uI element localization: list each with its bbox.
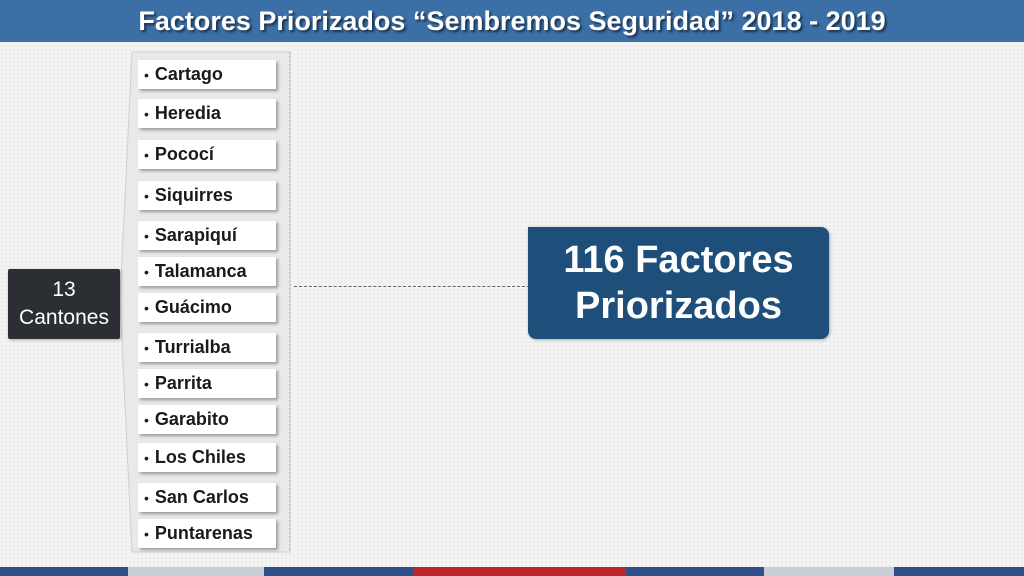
strip-segment: [414, 567, 626, 576]
canton-label: Guácimo: [154, 297, 232, 317]
canton-item: • Los Chiles: [138, 443, 276, 472]
canton-label: Los Chiles: [154, 447, 246, 467]
page-title: Factores Priorizados “Sembremos Segurida…: [138, 5, 886, 36]
result-line-1: 116 Factores: [563, 239, 794, 281]
bottom-color-strip: [0, 567, 1024, 576]
header-bar: Factores Priorizados “Sembremos Segurida…: [0, 0, 1024, 42]
bullet-icon: •: [144, 525, 149, 542]
cantones-count: 13: [52, 278, 76, 301]
bullet-icon: •: [144, 299, 149, 316]
bullet-icon: •: [144, 66, 149, 83]
canton-label: Talamanca: [154, 261, 247, 281]
bullet-icon: •: [144, 263, 149, 280]
bullet-icon: •: [144, 339, 149, 356]
canton-item: • Sarapiquí: [138, 221, 276, 250]
result-line-2: Priorizados: [575, 285, 782, 327]
canton-label: Sarapiquí: [154, 225, 237, 245]
canton-label: Siquirres: [154, 185, 233, 205]
bullet-icon: •: [144, 105, 149, 122]
cantones-label: Cantones: [19, 306, 109, 329]
canton-item: • Guácimo: [138, 293, 276, 322]
canton-label: Puntarenas: [154, 523, 253, 543]
canton-label: Heredia: [154, 103, 221, 123]
canton-item: • Parrita: [138, 369, 276, 398]
result-node: 116 Factores Priorizados: [528, 227, 829, 339]
bullet-icon: •: [144, 489, 149, 506]
strip-segment: [764, 567, 894, 576]
strip-segment: [626, 567, 764, 576]
canton-item: • Garabito: [138, 405, 276, 434]
canton-item: • Siquirres: [138, 181, 276, 210]
canton-label: Pococí: [154, 144, 214, 164]
bullet-icon: •: [144, 146, 149, 163]
canton-item: • Pococí: [138, 140, 276, 169]
canton-label: Turrialba: [154, 337, 231, 357]
canton-item: • Turrialba: [138, 333, 276, 362]
canton-item: • San Carlos: [138, 483, 276, 512]
bullet-icon: •: [144, 227, 149, 244]
bullet-icon: •: [144, 187, 149, 204]
canton-item: • Heredia: [138, 99, 276, 128]
canton-label: San Carlos: [154, 487, 249, 507]
bullet-icon: •: [144, 375, 149, 392]
bullet-icon: •: [144, 411, 149, 428]
strip-segment: [264, 567, 414, 576]
strip-segment: [894, 567, 1024, 576]
canton-item: • Cartago: [138, 60, 276, 89]
strip-segment: [128, 567, 264, 576]
canton-item: • Puntarenas: [138, 519, 276, 548]
strip-segment: [0, 567, 128, 576]
canton-item: • Talamanca: [138, 257, 276, 286]
cantones-root-node: 13 Cantones: [8, 269, 120, 339]
canton-label: Parrita: [154, 373, 212, 393]
canton-label: Garabito: [154, 409, 229, 429]
bullet-icon: •: [144, 449, 149, 466]
dashed-connector: [294, 286, 530, 287]
canton-label: Cartago: [154, 64, 223, 84]
